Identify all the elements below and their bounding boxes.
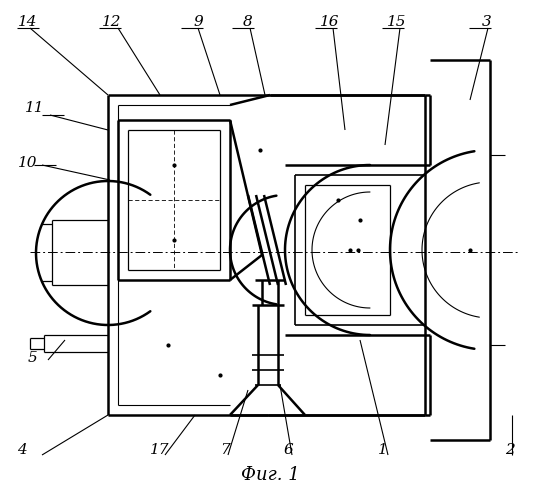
Text: 5: 5 bbox=[28, 351, 38, 365]
Text: 17: 17 bbox=[150, 443, 170, 457]
Text: 1: 1 bbox=[378, 443, 388, 457]
Text: 15: 15 bbox=[387, 15, 407, 29]
Text: 12: 12 bbox=[102, 15, 122, 29]
Text: 10: 10 bbox=[18, 156, 38, 170]
Text: 11: 11 bbox=[25, 101, 45, 115]
Text: 7: 7 bbox=[220, 443, 230, 457]
Text: Фиг. 1: Фиг. 1 bbox=[241, 466, 299, 484]
Text: 4: 4 bbox=[17, 443, 27, 457]
Text: 16: 16 bbox=[320, 15, 340, 29]
Text: 8: 8 bbox=[243, 15, 253, 29]
Text: 9: 9 bbox=[193, 15, 203, 29]
Text: 2: 2 bbox=[505, 443, 515, 457]
Text: 14: 14 bbox=[18, 15, 38, 29]
Text: 6: 6 bbox=[283, 443, 293, 457]
Text: 3: 3 bbox=[482, 15, 492, 29]
